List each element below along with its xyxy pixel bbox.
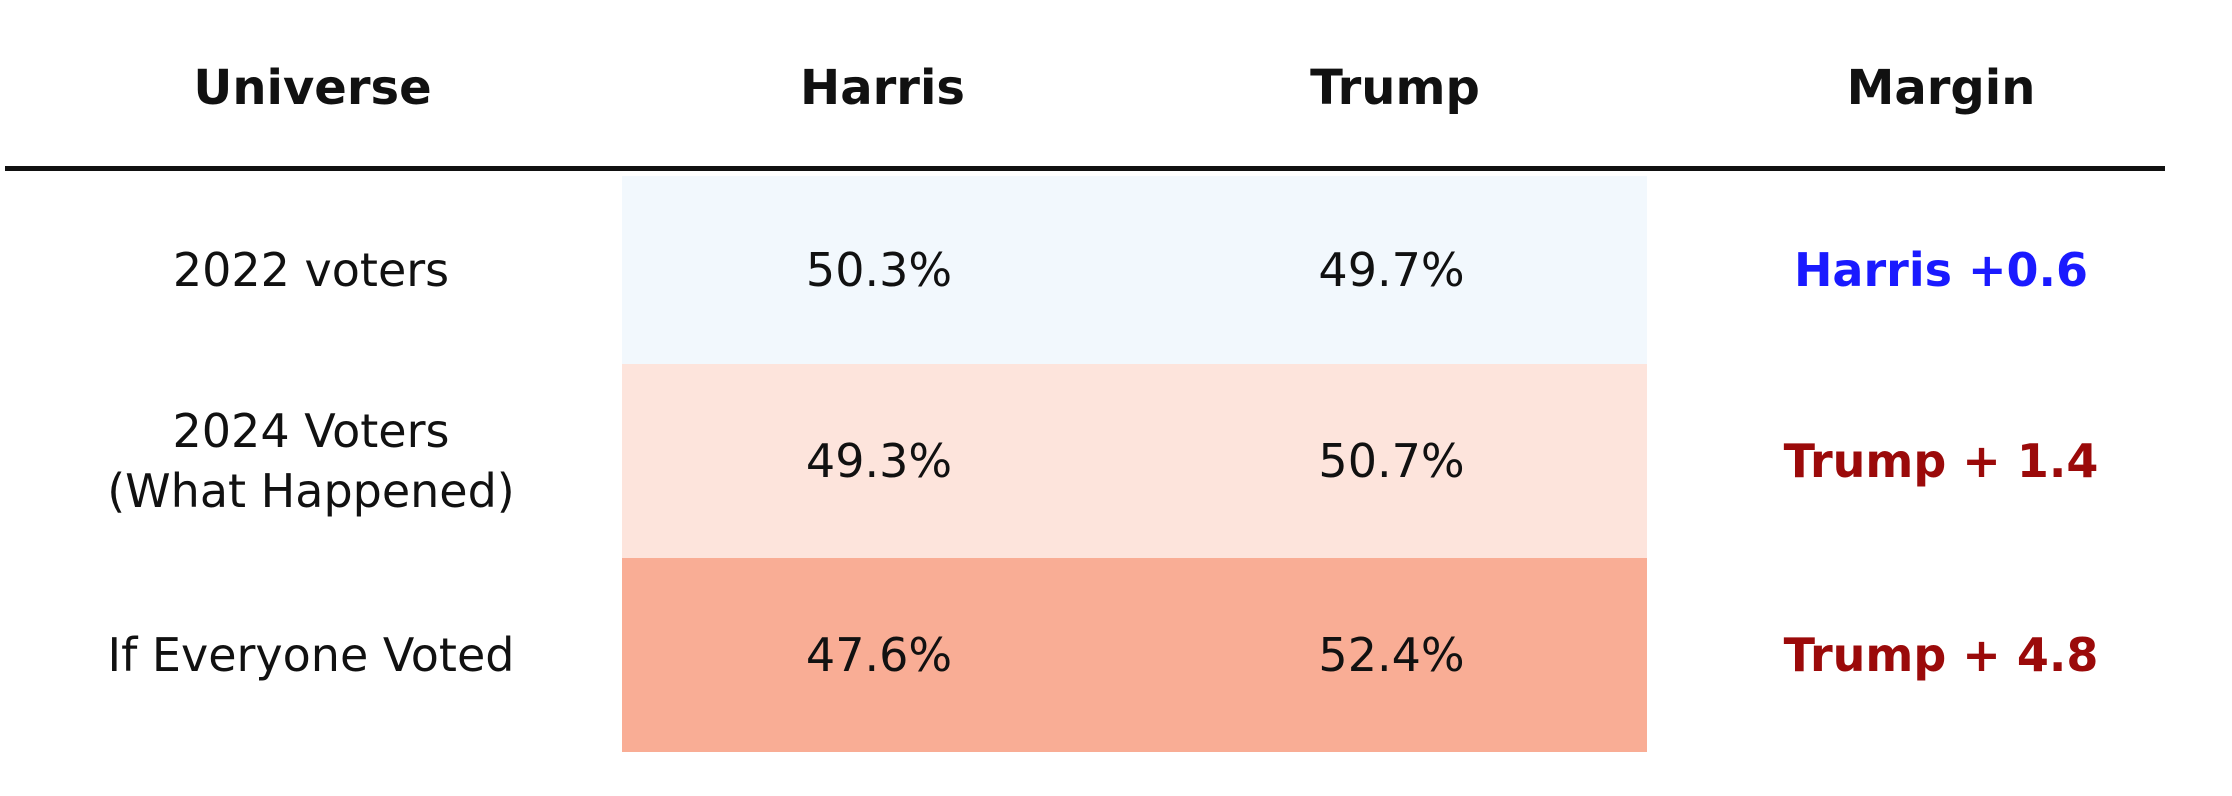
harris-value: 49.3% — [805, 434, 953, 488]
margin-cell: Trump + 4.8 — [1650, 558, 2232, 752]
margin-value: Trump + 4.8 — [1783, 628, 2099, 682]
table-row: If Everyone Voted 47.6% 52.4% Trump + 4.… — [0, 558, 2232, 752]
table-header: Universe Harris Trump Margin — [0, 0, 2232, 170]
universe-label: If Everyone Voted — [107, 628, 515, 682]
trump-cell: 49.7% — [1136, 176, 1647, 364]
header-universe: Universe — [193, 60, 432, 116]
harris-cell: 47.6% — [622, 558, 1136, 752]
table-row: 2022 voters 50.3% 49.7% Harris +0.6 — [0, 176, 2232, 364]
margin-value: Harris +0.6 — [1793, 243, 2089, 297]
harris-value: 50.3% — [805, 243, 953, 297]
trump-cell: 50.7% — [1136, 364, 1647, 558]
margin-cell: Trump + 1.4 — [1650, 364, 2232, 558]
harris-cell: 50.3% — [622, 176, 1136, 364]
margin-value: Trump + 1.4 — [1783, 434, 2099, 488]
trump-value: 50.7% — [1318, 434, 1465, 488]
table-row: 2024 Voters (What Happened) 49.3% 50.7% … — [0, 364, 2232, 558]
trump-value: 52.4% — [1318, 628, 1465, 682]
universe-label: 2024 Voters — [172, 404, 450, 458]
header-trump: Trump — [1310, 60, 1480, 116]
universe-cell: 2022 voters — [0, 176, 622, 364]
universe-label: 2022 voters — [172, 243, 450, 297]
universe-cell: 2024 Voters (What Happened) — [0, 364, 622, 558]
header-harris: Harris — [800, 60, 965, 116]
trump-value: 49.7% — [1318, 243, 1465, 297]
header-divider — [5, 166, 2165, 171]
universe-sublabel: (What Happened) — [107, 464, 515, 518]
trump-cell: 52.4% — [1136, 558, 1647, 752]
harris-cell: 49.3% — [622, 364, 1136, 558]
margin-cell: Harris +0.6 — [1650, 176, 2232, 364]
header-margin: Margin — [1846, 60, 2036, 116]
universe-cell: If Everyone Voted — [0, 558, 622, 752]
harris-value: 47.6% — [805, 628, 953, 682]
